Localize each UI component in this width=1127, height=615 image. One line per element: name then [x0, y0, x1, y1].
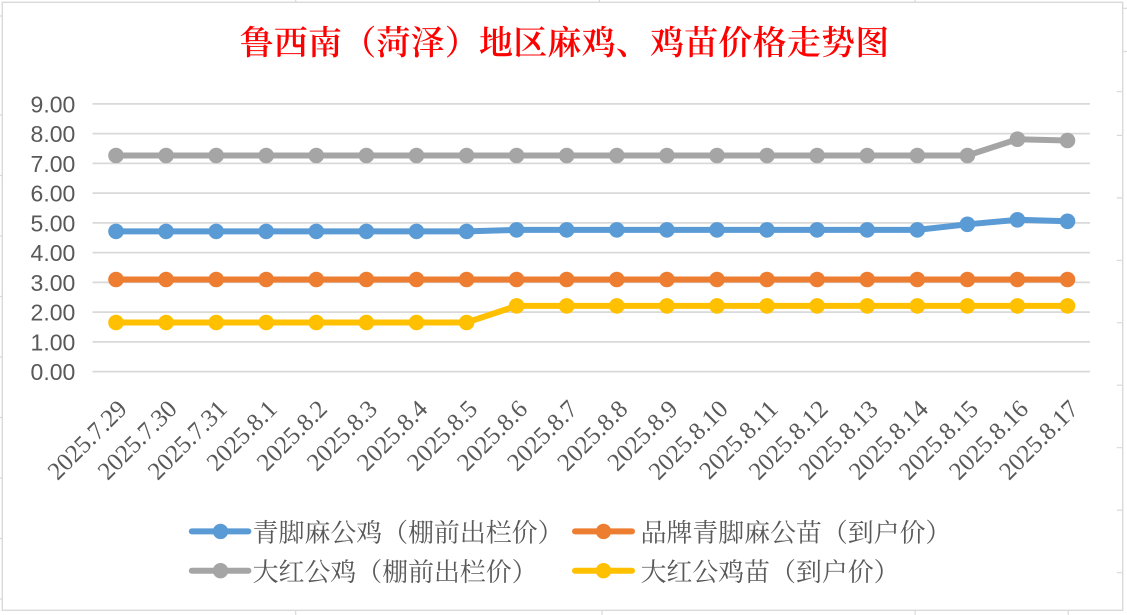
svg-text:4.00: 4.00: [31, 240, 76, 266]
svg-text:9.00: 9.00: [31, 91, 76, 117]
svg-text:3.00: 3.00: [31, 270, 76, 296]
svg-text:7.00: 7.00: [31, 151, 76, 177]
svg-text:2.00: 2.00: [31, 300, 76, 326]
svg-text:5.00: 5.00: [31, 210, 76, 236]
svg-text:6.00: 6.00: [31, 181, 76, 207]
svg-text:8.00: 8.00: [31, 121, 76, 147]
svg-text:1.00: 1.00: [31, 329, 76, 355]
svg-text:0.00: 0.00: [31, 359, 76, 385]
